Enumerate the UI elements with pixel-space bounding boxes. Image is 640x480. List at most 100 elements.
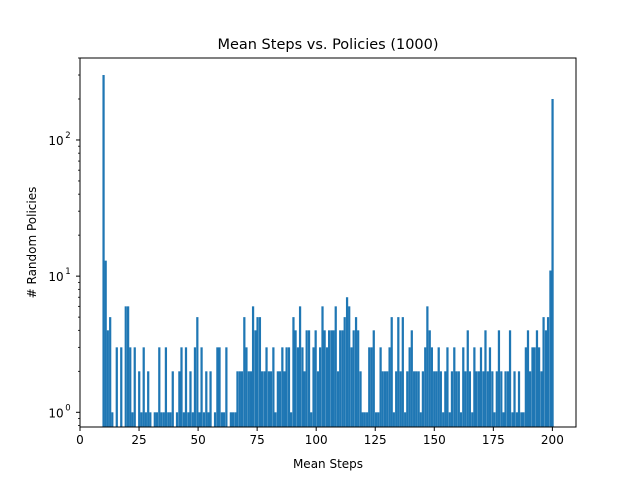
- histogram-bar: [526, 330, 530, 427]
- y-tick-label: 10: [48, 270, 63, 284]
- histogram-bar: [348, 306, 351, 427]
- histogram-bar: [289, 412, 293, 427]
- histogram-bar: [263, 371, 266, 427]
- histogram-bar: [281, 347, 284, 427]
- histogram-bar: [502, 412, 505, 427]
- histogram-bar: [213, 412, 217, 427]
- histogram-bar: [392, 412, 395, 427]
- histogram-bar: [410, 330, 413, 427]
- histogram-bar: [175, 412, 179, 427]
- histogram-bar: [537, 347, 541, 427]
- histogram-bar: [395, 371, 398, 427]
- histogram-bar: [515, 412, 519, 427]
- histogram-bar: [506, 371, 510, 427]
- histogram-bar: [323, 330, 326, 427]
- histogram-bar: [147, 371, 150, 427]
- x-tick-label: 0: [76, 433, 84, 447]
- histogram-bar: [357, 330, 360, 427]
- histogram-bar: [142, 347, 145, 427]
- histogram-bar: [544, 330, 548, 427]
- histogram-bar: [493, 412, 496, 427]
- histogram-bar: [196, 317, 199, 427]
- histogram-bar: [500, 371, 503, 427]
- histogram-bar: [153, 412, 156, 427]
- histogram-bar: [372, 330, 375, 427]
- plot-frame: [79, 57, 577, 428]
- histogram-bar: [486, 371, 489, 427]
- histogram-bar: [140, 412, 143, 427]
- histogram-bar: [111, 412, 114, 427]
- histogram-bar: [408, 347, 411, 427]
- y-tick-label: 10: [48, 406, 63, 420]
- histogram-bar: [260, 371, 264, 427]
- histogram-bar: [269, 371, 273, 427]
- histogram-bar: [491, 371, 494, 427]
- histogram-bar: [240, 371, 244, 427]
- histogram-bar: [437, 347, 440, 427]
- y-tick-label: 10: [48, 134, 63, 148]
- histogram-bar: [343, 317, 346, 427]
- histogram-bar: [444, 371, 447, 427]
- y-axis-label: # Random Policies: [25, 187, 39, 299]
- histogram-bar: [379, 347, 382, 427]
- histogram-bar: [285, 347, 288, 427]
- histogram-bar: [305, 330, 308, 427]
- histogram-bar: [319, 347, 322, 427]
- histogram-bar: [254, 330, 257, 427]
- histogram-bar: [352, 330, 355, 427]
- histogram-bar: [448, 412, 451, 427]
- histogram-bar: [133, 347, 136, 427]
- histogram-bar: [104, 260, 107, 427]
- histogram-bar: [209, 371, 212, 427]
- histogram-bar: [236, 371, 239, 427]
- histogram-bar: [350, 347, 353, 427]
- histogram-bar: [549, 270, 552, 427]
- histogram-bar: [533, 347, 536, 427]
- x-tick-label: 125: [364, 433, 387, 447]
- histogram-bar: [243, 317, 246, 427]
- histogram-bar: [401, 317, 404, 427]
- histogram-bar: [274, 412, 277, 427]
- histogram-bar: [124, 306, 127, 427]
- histogram-bar: [484, 330, 487, 427]
- histogram-bar: [386, 371, 389, 427]
- histogram-bar: [446, 347, 449, 427]
- histogram-bar: [462, 347, 465, 427]
- histogram-bar: [272, 347, 275, 427]
- histogram-bar: [339, 330, 342, 427]
- histogram-bar: [435, 371, 438, 427]
- histogram-bar: [471, 412, 474, 427]
- histogram-bar: [169, 412, 172, 427]
- histogram-bar: [381, 371, 384, 427]
- histogram-bar: [399, 371, 402, 427]
- histogram-bar: [200, 347, 203, 427]
- histogram-bar: [497, 330, 501, 427]
- histogram-bar: [296, 347, 300, 427]
- histogram-bar: [488, 347, 492, 427]
- histogram-bar: [341, 330, 344, 427]
- histogram-bar: [115, 347, 118, 427]
- histogram-bar: [193, 347, 197, 427]
- histogram-bar: [468, 371, 472, 427]
- histogram-bar: [298, 306, 302, 427]
- histogram-bar: [129, 347, 132, 427]
- histogram-bar: [495, 371, 498, 427]
- histogram-bar: [535, 330, 539, 427]
- histogram-bar: [180, 347, 183, 427]
- histogram-bar: [325, 347, 329, 427]
- histogram-bar: [164, 347, 168, 427]
- histogram-bar: [310, 412, 313, 427]
- histogram-bar: [184, 347, 188, 427]
- y-tick-exponent: 2: [65, 131, 70, 141]
- histogram-bar: [522, 412, 525, 427]
- histogram-bar: [404, 412, 407, 427]
- histogram-bar: [415, 371, 418, 427]
- histogram-bar: [479, 347, 483, 427]
- histogram-bar: [251, 306, 255, 427]
- histogram-bar: [453, 347, 456, 427]
- histogram-bar: [189, 371, 192, 427]
- histogram-bar: [144, 412, 147, 427]
- histogram-bar: [531, 347, 534, 427]
